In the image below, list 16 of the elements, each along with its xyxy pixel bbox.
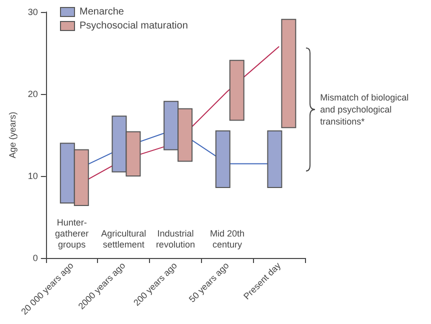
y-tick-label: 30 [28, 7, 38, 17]
annotation: Industrial revolution [156, 228, 195, 250]
annotation: Agricultural settlement [101, 228, 146, 250]
text: Mismatch of biological and psychological transitions* [320, 92, 409, 127]
y-axis-title: Age (years) [8, 112, 18, 158]
legend-label: Psychosocial maturation [80, 20, 188, 32]
bar [267, 130, 282, 188]
bar [215, 130, 230, 188]
bar [229, 60, 244, 121]
y-tick-label: 10 [28, 171, 38, 181]
annotation: Mid 20th century [210, 228, 245, 250]
annotation: Hunter- gatherer groups [55, 218, 89, 250]
y-tick-label: 20 [28, 89, 38, 99]
y-tick-label: 0 [32, 253, 38, 263]
bar [281, 18, 296, 128]
legend-label: Menarche [80, 6, 124, 18]
